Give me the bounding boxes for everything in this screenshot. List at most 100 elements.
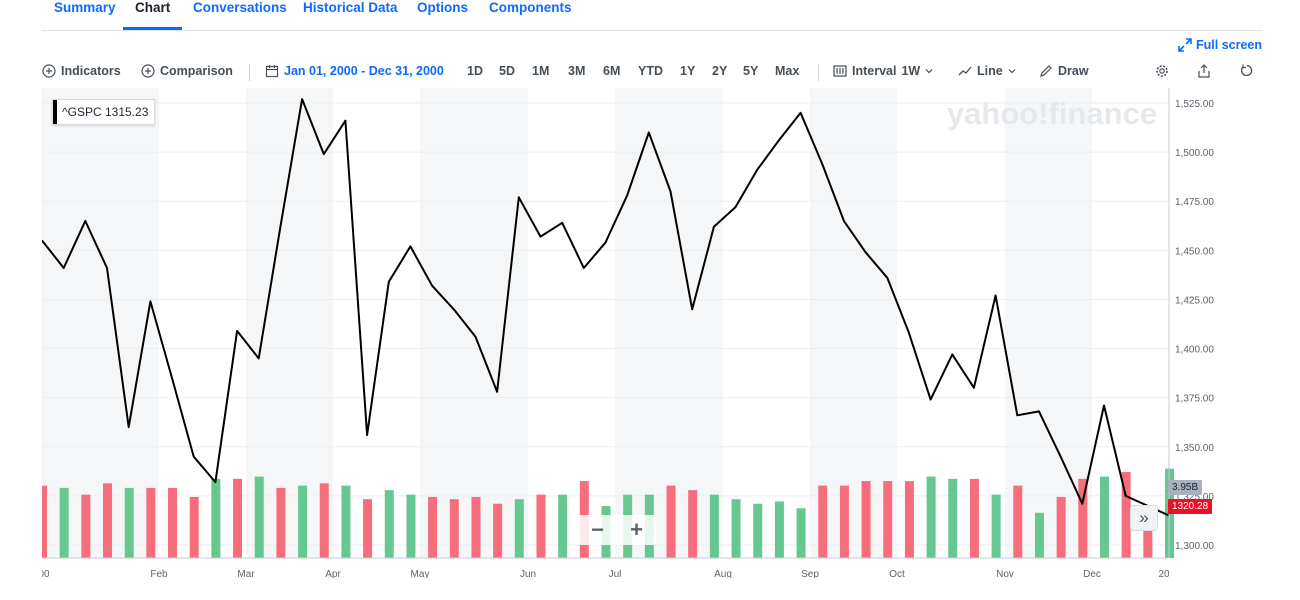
volume-bar xyxy=(449,499,459,558)
calendar-icon xyxy=(265,65,279,78)
interval-label: Interval xyxy=(852,64,897,78)
comparison-button[interactable]: Comparison xyxy=(141,64,233,78)
x-axis: 00 Feb Mar Apr May Jun Jul Aug Sep Oct Nov Dec 20 xyxy=(38,557,1170,580)
comparison-label: Comparison xyxy=(160,64,233,78)
tab-options[interactable]: Options xyxy=(417,0,468,15)
draw-label: Draw xyxy=(1058,64,1089,78)
tab-chart[interactable]: Chart xyxy=(122,0,183,30)
zoom-in-button[interactable]: + xyxy=(630,517,643,542)
volume-bar xyxy=(969,478,979,558)
volume-bar xyxy=(1034,512,1044,558)
share-icon xyxy=(1198,64,1210,78)
chevron-down-icon xyxy=(1008,69,1016,74)
volume-bar xyxy=(558,494,568,558)
x-tick-label: Mar xyxy=(237,569,255,578)
volume-bar xyxy=(428,496,438,558)
plus-circle-icon xyxy=(141,64,155,78)
volume-bar xyxy=(38,485,47,558)
x-tick-label: Nov xyxy=(996,569,1014,578)
watermark-logo: yahoo!finance xyxy=(947,96,1157,131)
y-tick-label: 1,300.00 xyxy=(1175,541,1214,552)
range-max[interactable]: Max xyxy=(775,64,800,78)
y-tick-label: 1,425.00 xyxy=(1175,295,1214,306)
toolbar-divider xyxy=(249,64,250,81)
month-band xyxy=(420,88,528,558)
range-1m[interactable]: 1M xyxy=(532,64,550,78)
x-tick-label: Jul xyxy=(609,569,622,578)
tab-summary[interactable]: Summary xyxy=(54,0,116,15)
volume-bar xyxy=(1143,505,1153,558)
y-tick-label: 1,400.00 xyxy=(1175,345,1214,356)
y-tick-label: 1,450.00 xyxy=(1175,246,1214,257)
x-tick-label: Jun xyxy=(520,569,536,578)
expand-icon xyxy=(1178,38,1192,52)
reset-button[interactable] xyxy=(1240,64,1254,78)
volume-bar xyxy=(59,487,69,558)
volume-bar xyxy=(254,476,264,558)
interval-value: 1W xyxy=(901,64,921,78)
grid-lines xyxy=(42,102,1169,546)
volume-bar xyxy=(276,487,286,558)
gear-icon xyxy=(1156,65,1168,77)
range-1d[interactable]: 1D xyxy=(467,64,483,78)
x-tick-label: Feb xyxy=(150,569,168,578)
quote-tabs: Summary Chart Conversations Historical D… xyxy=(42,0,1262,31)
candles-icon xyxy=(833,65,847,77)
range-5y[interactable]: 5Y xyxy=(743,64,759,78)
volume-bar xyxy=(341,485,351,558)
range-ytd[interactable]: YTD xyxy=(638,64,663,78)
range-2y[interactable]: 2Y xyxy=(712,64,728,78)
scroll-to-latest-button[interactable]: » xyxy=(1130,505,1158,531)
volume-bar xyxy=(709,494,719,558)
line-chart-icon xyxy=(958,66,972,76)
volume-bar xyxy=(189,496,199,558)
volume-bar xyxy=(883,481,893,558)
tab-components[interactable]: Components xyxy=(489,0,572,15)
range-3m[interactable]: 3M xyxy=(568,64,586,78)
symbol-legend[interactable]: ^GSPC 1315.23 xyxy=(52,99,156,125)
volume-bar xyxy=(514,499,524,558)
y-tick-label: 1,350.00 xyxy=(1175,443,1214,454)
plus-circle-icon xyxy=(42,64,56,78)
chart-svg: yahoo!finance 1,525.001,500.001,475.001,… xyxy=(38,88,1214,580)
volume-bar xyxy=(319,483,329,558)
date-range-picker[interactable]: Jan 01, 2000 - Dec 31, 2000 xyxy=(265,64,444,78)
zoom-out-button[interactable]: − xyxy=(591,517,604,542)
price-badge: 1320.28 xyxy=(1168,499,1213,514)
volume-bar xyxy=(666,485,676,558)
range-6m[interactable]: 6M xyxy=(603,64,621,78)
volume-bar xyxy=(904,481,914,558)
tab-conversations[interactable]: Conversations xyxy=(193,0,287,15)
draw-button[interactable]: Draw xyxy=(1039,64,1089,78)
pencil-icon xyxy=(1040,65,1052,77)
chart-type-dropdown[interactable]: Line xyxy=(958,64,1016,78)
price-chart[interactable]: yahoo!finance 1,525.00 1,500.00 1,475.00 1,… xyxy=(38,88,1262,580)
chevron-down-icon xyxy=(925,69,933,74)
x-tick-label: 00 xyxy=(42,569,50,578)
chart-type-label: Line xyxy=(977,64,1003,78)
range-5d[interactable]: 5D xyxy=(499,64,515,78)
reset-icon xyxy=(1240,64,1253,77)
volume-bar xyxy=(774,501,784,558)
indicators-label: Indicators xyxy=(61,64,121,78)
volume-bar xyxy=(233,478,243,558)
volume-bar xyxy=(363,499,373,558)
fullscreen-button[interactable]: Full screen xyxy=(1178,38,1262,52)
volume-bar xyxy=(861,481,871,558)
y-tick-label: 1,375.00 xyxy=(1175,394,1214,405)
month-band xyxy=(810,88,897,558)
interval-dropdown[interactable]: Interval 1W xyxy=(833,64,933,78)
settings-button[interactable] xyxy=(1155,64,1169,78)
share-button[interactable] xyxy=(1197,64,1211,78)
indicators-button[interactable]: Indicators xyxy=(42,64,121,78)
x-tick-label: Aug xyxy=(714,569,732,578)
volume-bar xyxy=(1078,478,1088,558)
volume-bar xyxy=(406,494,416,558)
volume-bar xyxy=(493,503,503,558)
tab-historical-data[interactable]: Historical Data xyxy=(303,0,398,15)
x-tick-label: May xyxy=(411,569,430,578)
range-1y[interactable]: 1Y xyxy=(680,64,696,78)
month-band xyxy=(42,88,159,558)
volume-badge: 3.95B xyxy=(1168,480,1203,495)
volume-bar xyxy=(1056,496,1066,558)
